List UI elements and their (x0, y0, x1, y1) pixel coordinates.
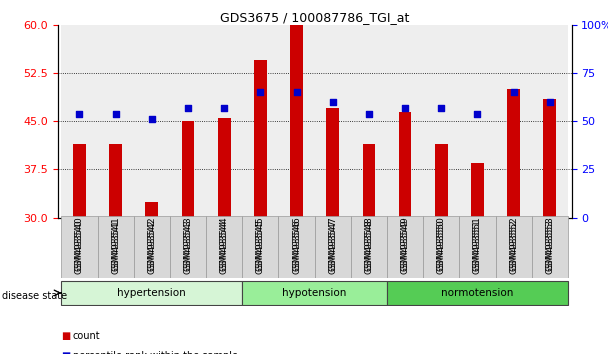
Point (183, 105, 193, 110)
FancyBboxPatch shape (387, 281, 568, 305)
Text: GSM493542: GSM493542 (147, 216, 156, 270)
Bar (206, 25, 242, 218)
Bar (507, 89, 520, 218)
Bar (544, 99, 556, 218)
Bar (242, 25, 278, 218)
Bar (97, 25, 134, 218)
Bar (387, 25, 423, 218)
Text: GSM493546: GSM493546 (292, 216, 301, 271)
Bar (182, 121, 195, 218)
Point (437, 105, 446, 110)
Text: GSM493541: GSM493541 (111, 216, 120, 271)
Bar (532, 25, 568, 218)
Bar (145, 202, 158, 218)
FancyBboxPatch shape (242, 216, 278, 278)
Point (292, 90, 302, 95)
Text: GSM493550: GSM493550 (437, 216, 446, 271)
Point (509, 90, 519, 95)
Text: GSM493541: GSM493541 (111, 219, 120, 274)
Text: GSM493553: GSM493553 (545, 216, 554, 271)
FancyBboxPatch shape (61, 216, 97, 278)
Text: hypotension: hypotension (283, 288, 347, 298)
Text: GSM493550: GSM493550 (437, 219, 446, 274)
Point (111, 111, 120, 116)
Bar (326, 108, 339, 218)
Bar (73, 144, 86, 218)
Text: GSM493545: GSM493545 (256, 216, 265, 271)
Bar (496, 25, 532, 218)
Point (472, 111, 482, 116)
Text: GSM493553: GSM493553 (545, 219, 554, 274)
Bar (435, 144, 447, 218)
Text: hypertension: hypertension (117, 288, 186, 298)
FancyBboxPatch shape (351, 216, 387, 278)
Text: GSM493544: GSM493544 (219, 219, 229, 274)
FancyBboxPatch shape (61, 281, 242, 305)
Point (75, 111, 85, 116)
Bar (399, 112, 412, 218)
Bar (134, 25, 170, 218)
Text: GSM493549: GSM493549 (401, 219, 410, 274)
FancyBboxPatch shape (206, 216, 242, 278)
Text: GSM493546: GSM493546 (292, 219, 301, 274)
Text: ■: ■ (61, 351, 70, 354)
Text: GSM493549: GSM493549 (401, 216, 410, 271)
Bar (290, 25, 303, 218)
Text: GSM493540: GSM493540 (75, 216, 84, 271)
Text: GSM493551: GSM493551 (473, 219, 482, 274)
FancyBboxPatch shape (423, 216, 460, 278)
Bar (315, 25, 351, 218)
FancyBboxPatch shape (387, 216, 423, 278)
FancyBboxPatch shape (134, 216, 170, 278)
Point (400, 105, 410, 110)
Text: GSM493542: GSM493542 (147, 219, 156, 274)
Bar (278, 25, 315, 218)
Text: GSM493543: GSM493543 (184, 216, 193, 271)
Point (219, 105, 229, 110)
FancyBboxPatch shape (496, 216, 532, 278)
FancyBboxPatch shape (532, 216, 568, 278)
Text: ■: ■ (61, 331, 70, 341)
FancyBboxPatch shape (460, 216, 496, 278)
Bar (471, 163, 484, 218)
Text: count: count (73, 331, 100, 341)
Text: GSM493551: GSM493551 (473, 216, 482, 271)
Text: GSM493540: GSM493540 (75, 219, 84, 274)
Text: disease state: disease state (2, 291, 67, 301)
Text: GSM493544: GSM493544 (219, 216, 229, 270)
Point (147, 116, 157, 122)
Text: GSM493548: GSM493548 (364, 216, 373, 271)
Bar (254, 60, 267, 218)
Bar (218, 118, 230, 218)
Bar (423, 25, 460, 218)
FancyBboxPatch shape (278, 216, 315, 278)
Point (255, 90, 265, 95)
Title: GDS3675 / 100087786_TGI_at: GDS3675 / 100087786_TGI_at (220, 11, 409, 24)
Bar (61, 25, 97, 218)
Bar (460, 25, 496, 218)
Bar (109, 144, 122, 218)
Point (364, 111, 374, 116)
FancyBboxPatch shape (97, 216, 134, 278)
Bar (351, 25, 387, 218)
Text: percentile rank within the sample: percentile rank within the sample (73, 351, 238, 354)
Text: GSM493547: GSM493547 (328, 216, 337, 271)
FancyBboxPatch shape (315, 216, 351, 278)
Text: GSM493547: GSM493547 (328, 219, 337, 274)
Bar (362, 144, 375, 218)
Point (545, 99, 554, 105)
Text: GSM493552: GSM493552 (509, 216, 518, 271)
Point (328, 99, 337, 105)
Text: GSM493548: GSM493548 (364, 219, 373, 274)
FancyBboxPatch shape (242, 281, 387, 305)
Text: normotension: normotension (441, 288, 514, 298)
Text: GSM493552: GSM493552 (509, 219, 518, 274)
FancyBboxPatch shape (170, 216, 206, 278)
Text: GSM493543: GSM493543 (184, 219, 193, 274)
Text: GSM493545: GSM493545 (256, 219, 265, 274)
Bar (170, 25, 206, 218)
